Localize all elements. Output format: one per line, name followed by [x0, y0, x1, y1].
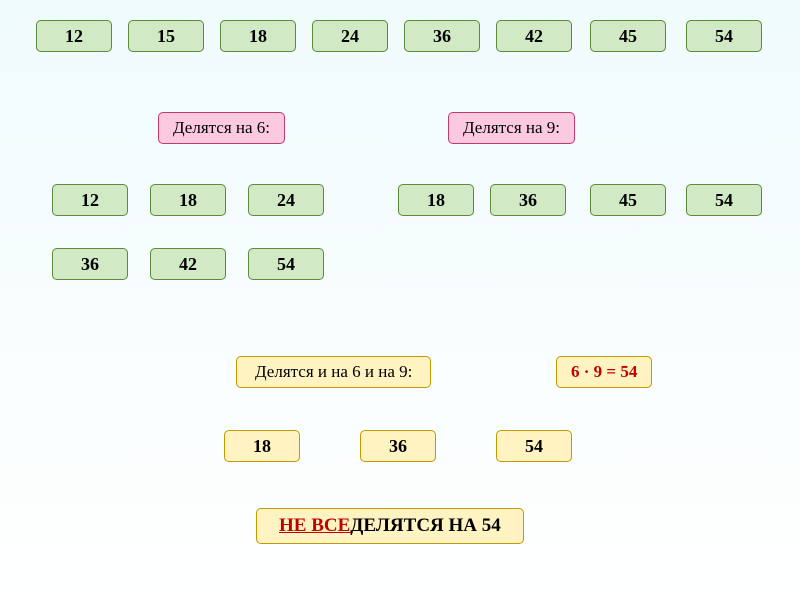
top-number-tile: 15: [128, 20, 204, 52]
div9-label: Делятся на 9:: [448, 112, 575, 144]
top-number-tile: 36: [404, 20, 480, 52]
div9-number-tile: 18: [398, 184, 474, 216]
top-number-tile: 12: [36, 20, 112, 52]
footer-rest: ДЕЛЯТСЯ НА 54: [350, 515, 501, 537]
top-number-tile: 24: [312, 20, 388, 52]
both-label: Делятся и на 6 и на 9:: [236, 356, 431, 388]
div6-number-tile: 36: [52, 248, 128, 280]
both-number-tile: 36: [360, 430, 436, 462]
div9-number-tile: 54: [686, 184, 762, 216]
product-label: 6 · 9 = 54: [556, 356, 652, 388]
footer-emphasis: НЕ ВСЕ: [279, 515, 350, 537]
both-number-tile: 18: [224, 430, 300, 462]
div9-number-tile: 45: [590, 184, 666, 216]
top-number-tile: 42: [496, 20, 572, 52]
top-number-tile: 45: [590, 20, 666, 52]
div6-number-tile: 18: [150, 184, 226, 216]
div6-number-tile: 24: [248, 184, 324, 216]
div6-number-tile: 54: [248, 248, 324, 280]
div6-number-tile: 12: [52, 184, 128, 216]
top-number-tile: 54: [686, 20, 762, 52]
div9-number-tile: 36: [490, 184, 566, 216]
div6-label: Делятся на 6:: [158, 112, 285, 144]
footer-statement: НЕ ВСЕ ДЕЛЯТСЯ НА 54: [256, 508, 524, 544]
top-number-tile: 18: [220, 20, 296, 52]
div6-number-tile: 42: [150, 248, 226, 280]
both-number-tile: 54: [496, 430, 572, 462]
